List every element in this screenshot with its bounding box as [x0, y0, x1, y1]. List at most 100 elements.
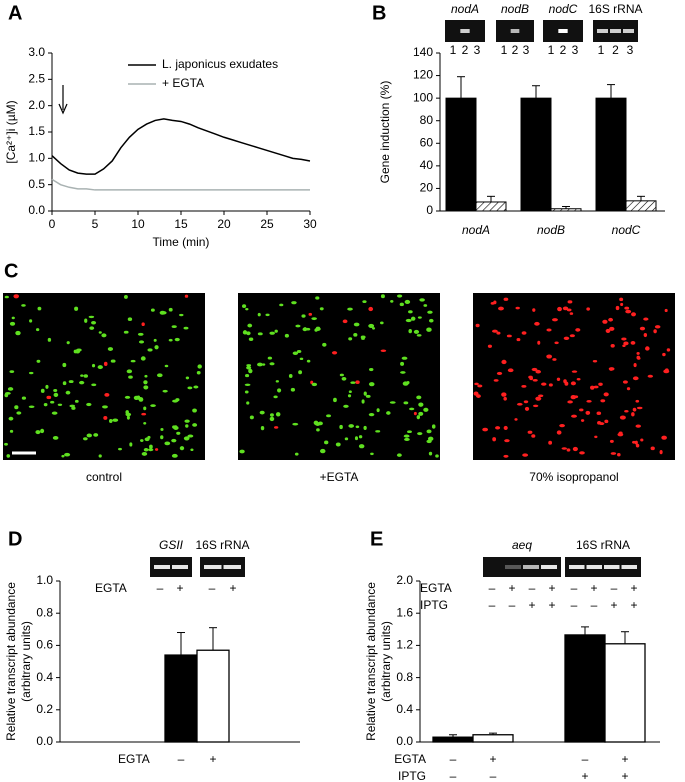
gel-lane-label: +: [610, 598, 617, 612]
bar: [604, 643, 646, 743]
cell: [126, 415, 130, 420]
cell: [259, 410, 265, 415]
cell: [353, 333, 358, 337]
gel-band: [621, 565, 637, 569]
cell: [246, 401, 250, 405]
cell: [143, 447, 149, 452]
cell: [522, 453, 529, 457]
gel-lane-label: 1: [598, 43, 605, 57]
cell: [516, 402, 523, 406]
bar: [472, 734, 514, 743]
cell: [173, 425, 178, 429]
gel-lane-label: –: [571, 581, 578, 595]
micrograph: [473, 293, 675, 460]
cell: [619, 297, 624, 302]
cell: [47, 337, 52, 342]
cell: [541, 382, 547, 386]
cell: [348, 337, 353, 341]
gel-lane-label: –: [509, 598, 516, 612]
x-tick-label: +: [621, 769, 628, 782]
x-tick-label: –: [490, 769, 497, 782]
cell: [171, 325, 177, 328]
bar: [196, 649, 230, 743]
cell: [417, 432, 423, 436]
cell: [15, 330, 21, 336]
cell: [532, 379, 538, 382]
cell: [150, 308, 155, 312]
cell: [507, 368, 514, 373]
cell: [552, 358, 557, 361]
cell: [267, 356, 273, 360]
cell: [187, 434, 194, 438]
cell: [91, 363, 96, 368]
cell: [348, 424, 354, 428]
cell: [538, 394, 544, 398]
cell: [615, 305, 620, 311]
cell: [187, 386, 193, 390]
cell: [196, 371, 201, 375]
cell: [380, 321, 384, 325]
cell: [168, 307, 173, 312]
cell: [423, 407, 429, 412]
cell: [548, 440, 553, 445]
cell: [347, 394, 352, 398]
cell: [664, 308, 668, 313]
cell: [86, 433, 92, 438]
cell: [496, 331, 501, 335]
cell: [8, 416, 14, 421]
gel-lane-label: 3: [523, 43, 530, 57]
cell: [74, 399, 79, 403]
cell: [168, 338, 173, 342]
cell: [399, 302, 404, 307]
cell: [190, 448, 194, 451]
cell: [277, 388, 282, 393]
cell: [576, 377, 581, 381]
cell: [506, 334, 512, 338]
x-tick-label: 0: [49, 217, 56, 231]
gel-lane-label: –: [571, 598, 578, 612]
x-tick-label: +: [209, 752, 216, 766]
cell: [248, 337, 254, 341]
cell: [273, 395, 278, 399]
gel-row-name: EGTA: [95, 581, 127, 595]
x-tick-label: +: [581, 769, 588, 782]
bar: [164, 654, 198, 743]
cell: [21, 396, 27, 400]
gel-lane-label: +: [528, 598, 535, 612]
x-tick-label: 10: [131, 217, 145, 231]
cell: [567, 300, 573, 304]
cell: [91, 321, 97, 325]
gel-lane-label: 3: [627, 43, 634, 57]
cell: [294, 452, 299, 456]
x-row-name: IPTG: [398, 769, 426, 782]
cell: [153, 338, 157, 342]
cell: [174, 337, 180, 342]
micrograph-caption: 70% isopropanol: [529, 470, 618, 484]
cell: [242, 304, 247, 309]
cell: [246, 364, 252, 367]
cell: [68, 380, 74, 384]
y-tick-label: 2.5: [28, 72, 45, 86]
cell: [28, 405, 35, 408]
cell: [36, 359, 41, 363]
cell: [563, 336, 570, 341]
cell: [358, 435, 363, 439]
cell: [413, 411, 417, 416]
cell: [598, 422, 605, 426]
cell: [435, 454, 439, 458]
cell: [248, 368, 253, 374]
cell: [64, 452, 71, 457]
cell: [594, 435, 598, 439]
cell: [98, 454, 102, 458]
cell: [150, 404, 156, 407]
cell: [74, 306, 79, 311]
cell: [640, 438, 644, 442]
cell: [138, 340, 145, 344]
cell: [416, 395, 422, 400]
gel-band: [204, 565, 222, 569]
gel-lane-label: 2: [560, 43, 567, 57]
cell: [622, 344, 626, 348]
gel-image: [483, 557, 561, 577]
cell: [636, 351, 640, 355]
cell: [52, 436, 59, 440]
